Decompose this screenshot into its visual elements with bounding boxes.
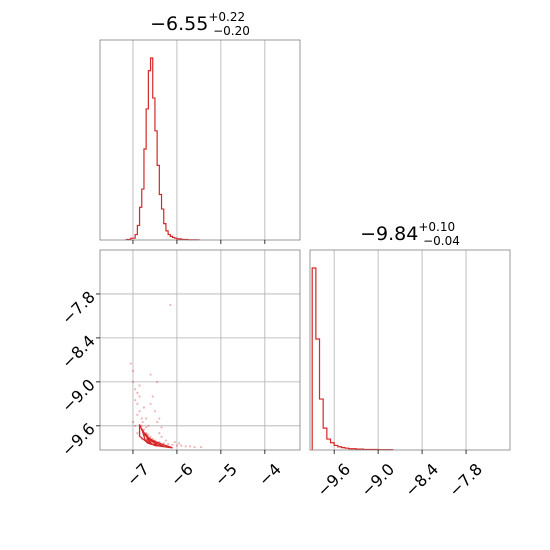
scatter-point bbox=[178, 442, 181, 445]
scatter-point bbox=[142, 406, 146, 409]
scatter-point bbox=[169, 303, 172, 307]
scatter-point bbox=[140, 424, 143, 427]
scatter-point bbox=[160, 435, 163, 438]
scatter-point bbox=[134, 388, 137, 391]
scatter-point bbox=[193, 445, 196, 449]
x-tick-label: −5 bbox=[211, 460, 241, 490]
title-param-y-median: −9.84 bbox=[360, 223, 418, 245]
scatter-point bbox=[149, 402, 152, 405]
scatter-point bbox=[141, 421, 144, 424]
title-param-x-median: −6.55 bbox=[150, 13, 208, 35]
title-param-y-lower: −0.04 bbox=[423, 234, 460, 248]
marginal-x-gridlines bbox=[132, 40, 266, 240]
x-tick-label: −6 bbox=[167, 460, 197, 490]
scatter-point bbox=[145, 426, 148, 429]
scatter-point bbox=[158, 417, 161, 420]
marginal-x-histogram bbox=[125, 57, 200, 241]
y-tick-label: −9.0 bbox=[58, 375, 99, 416]
scatter-point bbox=[173, 440, 176, 444]
contour-line bbox=[146, 437, 154, 445]
scatter-point bbox=[138, 395, 141, 398]
joint-ticks bbox=[96, 293, 266, 454]
marginal-y-x-tick-labels: −7.8−8.4−9.0−9.6 bbox=[313, 460, 486, 501]
scatter-point bbox=[147, 424, 150, 427]
scatter-point bbox=[156, 421, 159, 424]
x-tick-label: −7 bbox=[123, 460, 153, 490]
scatter-point bbox=[136, 432, 139, 435]
y-tick-label: −7.8 bbox=[58, 287, 99, 328]
scatter-point bbox=[140, 417, 143, 420]
marginal-y-frame bbox=[309, 249, 511, 451]
scatter-point bbox=[131, 369, 135, 372]
marginal-y-tick-label: −7.8 bbox=[445, 460, 486, 501]
x-tick-label: −4 bbox=[255, 460, 285, 490]
title-param-x: −6.55+0.22 −0.20 bbox=[150, 10, 250, 38]
scatter-point bbox=[145, 417, 148, 420]
scatter-point bbox=[147, 433, 150, 436]
scatter-point bbox=[158, 432, 161, 435]
scatter-point bbox=[180, 444, 183, 447]
marginal-panel-x: −6.55+0.22 −0.20 bbox=[99, 10, 301, 244]
y-tick-label: −8.4 bbox=[58, 331, 99, 372]
joint-x-tick-labels: −7 −6 −5 −4 bbox=[123, 460, 285, 490]
scatter-point bbox=[167, 443, 170, 446]
joint-contours bbox=[138, 424, 173, 449]
scatter-point bbox=[171, 443, 174, 446]
scatter-point bbox=[129, 362, 132, 365]
scatter-point bbox=[138, 410, 141, 413]
marginal-y-ticks bbox=[333, 450, 467, 454]
scatter-point bbox=[151, 395, 154, 398]
scatter-point bbox=[131, 380, 135, 383]
y-tick-label: −9.6 bbox=[58, 419, 99, 460]
marginal-x-frame bbox=[99, 39, 301, 241]
marginal-y-tick-label: −9.0 bbox=[357, 460, 398, 501]
marginal-y-gridlines bbox=[333, 250, 467, 450]
scatter-point bbox=[156, 380, 159, 383]
scatter-point bbox=[136, 402, 139, 405]
title-param-x-upper: +0.22 bbox=[208, 10, 245, 24]
marginal-x-ticks bbox=[132, 240, 266, 244]
scatter-point bbox=[164, 439, 168, 442]
marginal-panel-y: −7.8−8.4−9.0−9.6 −9.84+0.10 −0.04 bbox=[309, 220, 511, 501]
title-param-y: −9.84+0.10 −0.04 bbox=[360, 220, 460, 248]
scatter-point bbox=[199, 445, 203, 449]
scatter-point bbox=[189, 445, 192, 448]
scatter-point bbox=[149, 435, 152, 438]
title-param-y-upper: +0.10 bbox=[418, 220, 455, 234]
joint-gridlines bbox=[100, 250, 300, 450]
scatter-point bbox=[153, 410, 157, 413]
scatter-point bbox=[134, 399, 137, 402]
scatter-point bbox=[149, 373, 152, 376]
scatter-point bbox=[160, 426, 163, 429]
scatter-point bbox=[142, 428, 146, 431]
joint-panel: −7 −6 −5 −4 −7.8−8.4−9.0−9.6 bbox=[58, 249, 301, 490]
scatter-point bbox=[138, 384, 141, 387]
marginal-y-histogram bbox=[311, 267, 394, 451]
scatter-point bbox=[131, 421, 135, 424]
scatter-point bbox=[184, 445, 187, 448]
marginal-y-tick-label: −8.4 bbox=[401, 460, 442, 501]
joint-y-tick-labels: −7.8−8.4−9.0−9.6 bbox=[58, 287, 99, 460]
title-param-x-lower: −0.20 bbox=[213, 24, 250, 38]
scatter-point bbox=[175, 444, 179, 447]
scatter-point bbox=[136, 413, 139, 416]
scatter-point bbox=[134, 424, 137, 427]
joint-frame bbox=[99, 249, 301, 451]
scatter-point bbox=[136, 391, 139, 394]
marginal-y-tick-label: −9.6 bbox=[313, 460, 354, 501]
